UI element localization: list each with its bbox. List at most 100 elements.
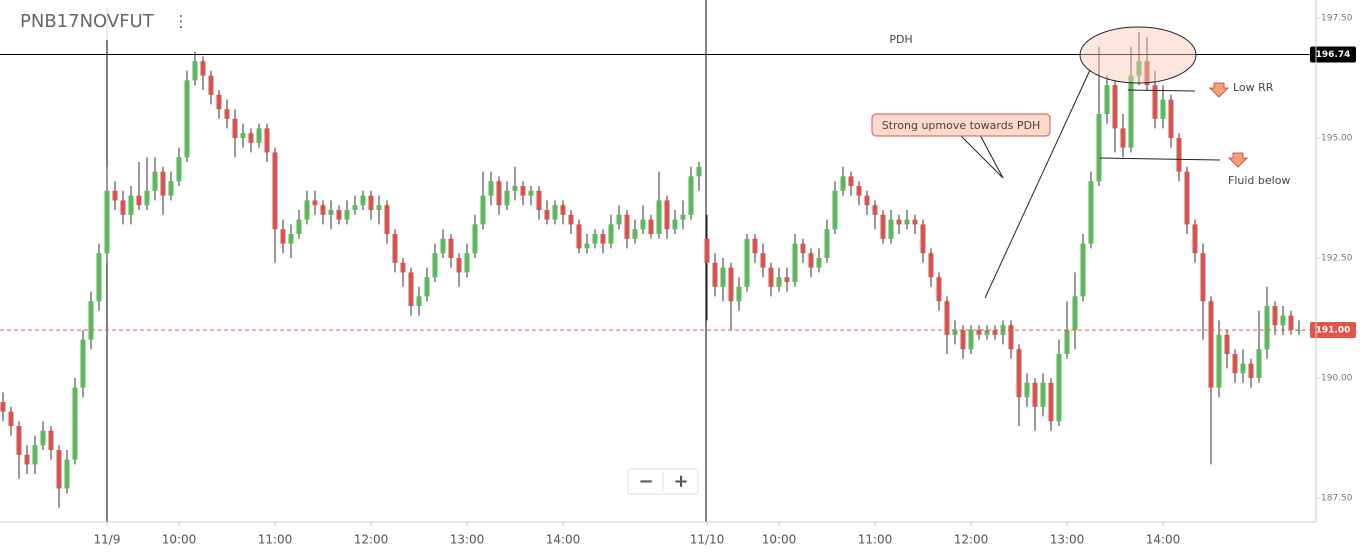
x-tick-label: 11:00: [258, 533, 293, 547]
candle-body: [144, 190, 150, 206]
candle-body: [248, 133, 254, 143]
candle-body: [640, 219, 646, 230]
candle-body: [512, 186, 518, 191]
candle-body: [216, 94, 222, 110]
candle-body: [336, 210, 342, 220]
x-tick-label: 12:00: [954, 533, 989, 547]
candle-body: [96, 253, 102, 302]
candle-body: [992, 330, 998, 335]
candle-body: [1168, 99, 1174, 138]
candle-body: [944, 301, 950, 335]
zoom-out-button[interactable]: −: [638, 471, 653, 492]
x-tick-label: 14:00: [1146, 533, 1181, 547]
candle-body: [728, 267, 734, 302]
x-tick-label: 11/10: [690, 533, 725, 547]
candle-body: [152, 171, 158, 191]
candle-body: [632, 229, 638, 239]
candle-body: [1208, 301, 1214, 388]
candle-body: [8, 411, 14, 426]
candle-body: [744, 238, 750, 287]
candle-body: [320, 205, 326, 215]
candle-body: [160, 171, 166, 196]
candle-body: [240, 133, 246, 138]
candle-body: [560, 205, 566, 215]
highlight-ellipse: [1079, 26, 1197, 84]
candle-body: [344, 210, 350, 220]
candle-body: [120, 200, 126, 215]
x-tick-label: 10:00: [762, 533, 797, 547]
price-tag: [1310, 322, 1356, 338]
candle-body: [72, 387, 78, 460]
candle-body: [368, 195, 374, 210]
candle-body: [256, 128, 262, 143]
candle-body: [24, 454, 30, 465]
zoom-in-button[interactable]: +: [673, 471, 688, 492]
candle-body: [1256, 349, 1262, 378]
candle-body: [304, 200, 310, 220]
candle-body: [16, 426, 22, 455]
candle-body: [736, 286, 742, 302]
candle-body: [1136, 61, 1142, 76]
candle-body: [64, 459, 70, 489]
candle-body: [1176, 138, 1182, 172]
candle-body: [1184, 171, 1190, 225]
candle-body: [952, 330, 958, 335]
candle-body: [272, 152, 278, 230]
candle-body: [448, 238, 454, 258]
candle-body: [136, 195, 142, 206]
candle-body: [1272, 306, 1278, 326]
price-tag: [1310, 46, 1356, 63]
candle-body: [88, 301, 94, 340]
candle-body: [1024, 382, 1030, 398]
trend-line: [984, 69, 1091, 299]
callout-pointer: [959, 134, 1004, 179]
candle-body: [1240, 363, 1246, 374]
candle-body: [168, 181, 174, 196]
candle-body: [616, 214, 622, 225]
candle-body: [40, 430, 46, 446]
candle-body: [584, 243, 590, 249]
candle-body: [624, 214, 630, 239]
candle-body: [576, 224, 582, 249]
candle-body: [704, 238, 710, 263]
candle-body: [488, 181, 494, 196]
candle-body: [840, 176, 846, 191]
x-tick-label: 10:00: [162, 533, 197, 547]
candle-body: [960, 330, 966, 350]
candle-body: [976, 330, 982, 335]
candle-body: [384, 205, 390, 234]
y-tick-label: 187.50: [1321, 494, 1353, 504]
candle-body: [784, 277, 790, 282]
candle-body: [80, 339, 86, 388]
candle-body: [480, 195, 486, 225]
candle-body: [1088, 181, 1094, 244]
candle-body: [264, 128, 270, 153]
down-arrow: [1209, 82, 1229, 98]
candle-body: [232, 118, 238, 138]
candle-body: [1040, 382, 1046, 407]
candle-body: [920, 224, 926, 254]
candle-body: [776, 277, 782, 287]
candle-body: [400, 262, 406, 273]
candle-body: [536, 190, 542, 210]
candle-body: [1248, 363, 1254, 378]
candle-body: [1032, 382, 1038, 407]
candle-body: [1264, 306, 1270, 350]
candle-body: [1232, 354, 1238, 374]
candle-body: [1080, 243, 1086, 297]
candle-body: [184, 80, 190, 158]
candle-body: [656, 200, 662, 234]
menu-icon[interactable]: ⋮: [173, 12, 189, 31]
annotation: Strong upmove towards PDH: [882, 119, 1041, 132]
candle-body: [0, 402, 6, 412]
candle-body: [1048, 382, 1054, 422]
candle-body: [720, 267, 726, 287]
y-tick-label: 197.50: [1321, 14, 1353, 24]
candle-body: [440, 238, 446, 254]
candle-body: [56, 450, 62, 489]
down-arrow: [1228, 152, 1248, 168]
candle-body: [592, 234, 598, 244]
candle-body: [424, 277, 430, 297]
candle-body: [848, 176, 854, 186]
y-tick-label: 195.00: [1321, 134, 1353, 144]
